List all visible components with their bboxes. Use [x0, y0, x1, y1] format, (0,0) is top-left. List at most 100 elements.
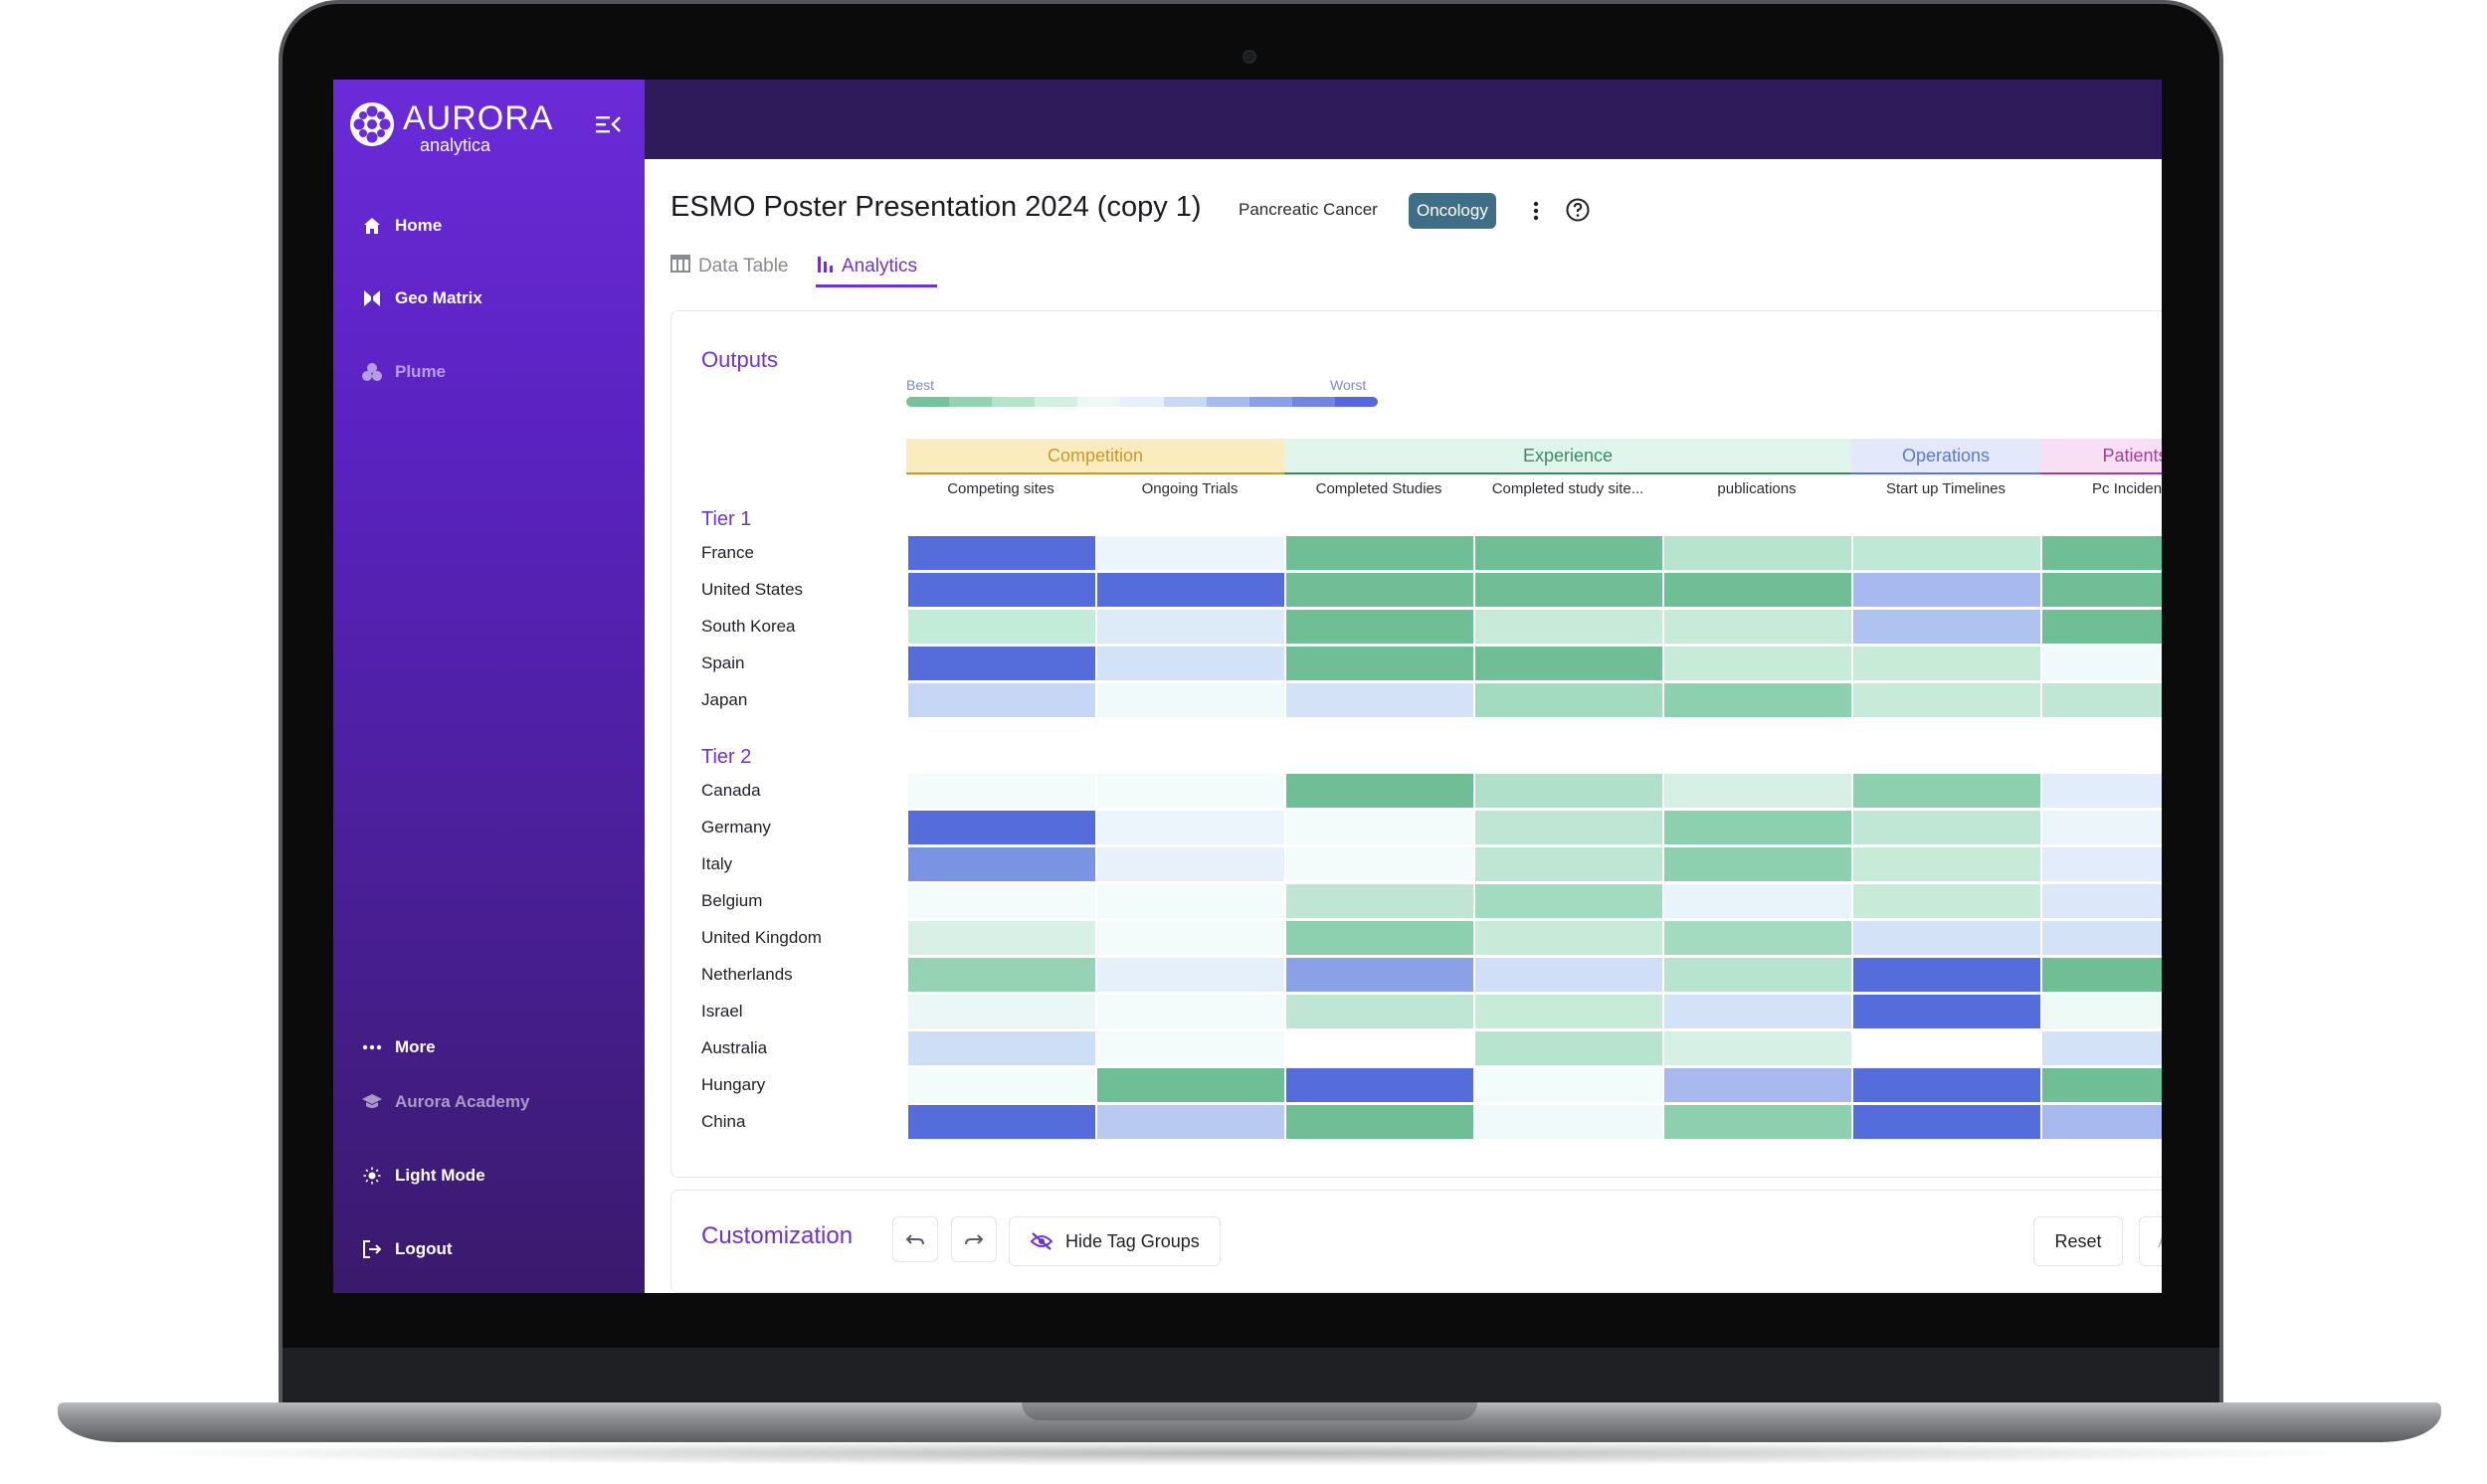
- heatmap-cell[interactable]: [1097, 536, 1284, 570]
- heatmap-cell[interactable]: [908, 884, 1095, 918]
- column-header[interactable]: publications: [1717, 480, 1797, 497]
- heatmap-cell[interactable]: [1475, 921, 1662, 955]
- heatmap-cell[interactable]: [1286, 847, 1473, 881]
- redo-button[interactable]: [951, 1216, 997, 1262]
- heatmap-cell[interactable]: [1475, 1105, 1662, 1139]
- heatmap-cell[interactable]: [1475, 536, 1662, 570]
- heatmap-cell[interactable]: [908, 683, 1095, 717]
- heatmap-cell[interactable]: [1097, 647, 1284, 680]
- heatmap-cell[interactable]: [1475, 573, 1662, 607]
- tab-analytics[interactable]: Analytics: [816, 251, 917, 282]
- heatmap-cell[interactable]: [908, 536, 1095, 570]
- heatmap-cell[interactable]: [1286, 647, 1473, 680]
- heatmap-cell[interactable]: [908, 847, 1095, 881]
- sidebar-item-light-mode[interactable]: Light Mode: [361, 1159, 485, 1193]
- heatmap-cell[interactable]: [1853, 573, 2040, 607]
- heatmap-cell[interactable]: [908, 1031, 1095, 1065]
- logo[interactable]: AURORA analytica: [349, 97, 608, 155]
- heatmap-cell[interactable]: [1853, 1068, 2040, 1102]
- tab-data-table[interactable]: Data Table: [670, 251, 789, 282]
- undo-button[interactable]: [892, 1216, 938, 1262]
- apply-button[interactable]: Ap: [2139, 1216, 2162, 1266]
- collapse-sidebar-icon[interactable]: [594, 111, 624, 137]
- column-header[interactable]: Competing sites: [947, 480, 1054, 497]
- heatmap-cell[interactable]: [1097, 847, 1284, 881]
- sidebar-item-home[interactable]: Home: [361, 209, 442, 243]
- heatmap-cell[interactable]: [2042, 610, 2162, 644]
- heatmap-cell[interactable]: [1664, 774, 1851, 808]
- heatmap-cell[interactable]: [2042, 884, 2162, 918]
- therapeutic-area-badge[interactable]: Oncology: [1409, 193, 1496, 229]
- heatmap-cell[interactable]: [908, 774, 1095, 808]
- heatmap-cell[interactable]: [1475, 610, 1662, 644]
- heatmap-cell[interactable]: [2042, 811, 2162, 844]
- heatmap-cell[interactable]: [2042, 573, 2162, 607]
- heatmap-cell[interactable]: [2042, 1031, 2162, 1065]
- heatmap-cell[interactable]: [1664, 610, 1851, 644]
- heatmap-cell[interactable]: [1475, 884, 1662, 918]
- heatmap-cell[interactable]: [1475, 683, 1662, 717]
- heatmap-cell[interactable]: [2042, 847, 2162, 881]
- heatmap-cell[interactable]: [1664, 921, 1851, 955]
- heatmap-cell[interactable]: [1286, 573, 1473, 607]
- heatmap-cell[interactable]: [1286, 774, 1473, 808]
- column-group-operations[interactable]: Operations: [1851, 439, 2040, 474]
- hide-tag-groups-button[interactable]: Hide Tag Groups: [1009, 1216, 1221, 1266]
- heatmap-cell[interactable]: [908, 958, 1095, 992]
- heatmap-cell[interactable]: [1286, 1031, 1473, 1065]
- heatmap-cell[interactable]: [1097, 958, 1284, 992]
- heatmap-cell[interactable]: [1664, 1105, 1851, 1139]
- column-group-experience[interactable]: Experience: [1284, 439, 1851, 474]
- heatmap-cell[interactable]: [1475, 811, 1662, 844]
- heatmap-cell[interactable]: [2042, 683, 2162, 717]
- column-header[interactable]: Start up Timelines: [1885, 480, 2007, 497]
- heatmap-cell[interactable]: [1664, 958, 1851, 992]
- heatmap-cell[interactable]: [1097, 1068, 1284, 1102]
- heatmap-cell[interactable]: [1475, 1068, 1662, 1102]
- heatmap-cell[interactable]: [1664, 536, 1851, 570]
- heatmap-cell[interactable]: [1853, 847, 2040, 881]
- heatmap-cell[interactable]: [2042, 921, 2162, 955]
- heatmap-cell[interactable]: [1853, 1031, 2040, 1065]
- column-header[interactable]: Completed Studies: [1315, 480, 1442, 497]
- heatmap-cell[interactable]: [1664, 647, 1851, 680]
- sidebar-item-geo-matrix[interactable]: Geo Matrix: [361, 281, 482, 315]
- heatmap-cell[interactable]: [1286, 921, 1473, 955]
- heatmap-cell[interactable]: [908, 573, 1095, 607]
- heatmap-cell[interactable]: [1097, 573, 1284, 607]
- heatmap-cell[interactable]: [1664, 1031, 1851, 1065]
- heatmap-cell[interactable]: [1475, 995, 1662, 1028]
- heatmap-cell[interactable]: [2042, 1105, 2162, 1139]
- column-group-competition[interactable]: Competition: [906, 439, 1284, 474]
- heatmap-cell[interactable]: [1097, 884, 1284, 918]
- heatmap-cell[interactable]: [1664, 573, 1851, 607]
- heatmap-cell[interactable]: [1286, 884, 1473, 918]
- heatmap-cell[interactable]: [1097, 1031, 1284, 1065]
- heatmap-cell[interactable]: [2042, 647, 2162, 680]
- heatmap-cell[interactable]: [1853, 610, 2040, 644]
- heatmap-cell[interactable]: [1286, 995, 1473, 1028]
- heatmap-cell[interactable]: [1664, 811, 1851, 844]
- heatmap-cell[interactable]: [1286, 811, 1473, 844]
- sidebar-item-logout[interactable]: Logout: [361, 1232, 453, 1266]
- heatmap-cell[interactable]: [2042, 958, 2162, 992]
- heatmap-cell[interactable]: [1853, 995, 2040, 1028]
- heatmap-cell[interactable]: [1286, 1068, 1473, 1102]
- heatmap-cell[interactable]: [2042, 536, 2162, 570]
- heatmap-cell[interactable]: [1475, 958, 1662, 992]
- indication-tag[interactable]: Pancreatic Cancer: [1239, 200, 1378, 219]
- heatmap-cell[interactable]: [2042, 995, 2162, 1028]
- heatmap-cell[interactable]: [908, 1068, 1095, 1102]
- heatmap-cell[interactable]: [1097, 921, 1284, 955]
- heatmap-cell[interactable]: [1286, 610, 1473, 644]
- heatmap-cell[interactable]: [1853, 811, 2040, 844]
- heatmap-cell[interactable]: [908, 610, 1095, 644]
- heatmap-cell[interactable]: [1475, 647, 1662, 680]
- heatmap-cell[interactable]: [908, 811, 1095, 844]
- heatmap-cell[interactable]: [1475, 1031, 1662, 1065]
- sidebar-item-plume[interactable]: Plume: [361, 355, 446, 389]
- heatmap-cell[interactable]: [908, 647, 1095, 680]
- heatmap-cell[interactable]: [1664, 847, 1851, 881]
- heatmap-cell[interactable]: [2042, 774, 2162, 808]
- heatmap-cell[interactable]: [1664, 995, 1851, 1028]
